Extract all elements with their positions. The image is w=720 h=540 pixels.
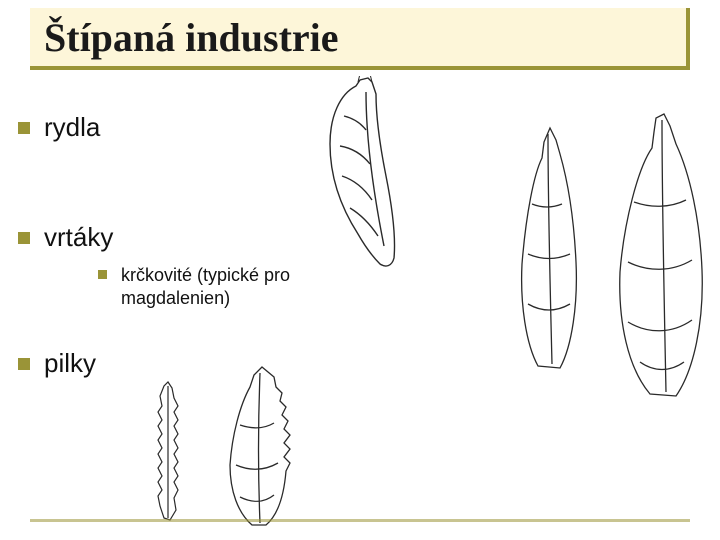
bullet-rydla: rydla — [18, 112, 100, 143]
figure-rydlo — [300, 76, 420, 271]
bullet-label: vrtáky — [44, 222, 113, 253]
footer-divider — [30, 519, 690, 522]
bullet-pilky: pilky — [18, 348, 96, 379]
bullet-icon — [18, 122, 30, 134]
bullet-vrtaky: vrtáky — [18, 222, 113, 253]
bullet-icon — [98, 270, 107, 279]
bullet-label: rydla — [44, 112, 100, 143]
figure-pilka-1 — [148, 380, 188, 525]
page-title: Štípaná industrie — [44, 14, 339, 61]
bullet-icon — [18, 232, 30, 244]
figure-vrtak-2 — [606, 112, 714, 402]
figure-vrtak-1 — [498, 124, 598, 374]
title-box: Štípaná industrie — [30, 8, 690, 70]
bullet-label: pilky — [44, 348, 96, 379]
subbullet-krckovite: krčkovité (typické pro magdalenien) — [98, 264, 308, 309]
bullet-icon — [18, 358, 30, 370]
figure-pilka-2 — [210, 365, 300, 530]
subbullet-label: krčkovité (typické pro magdalenien) — [121, 264, 308, 309]
